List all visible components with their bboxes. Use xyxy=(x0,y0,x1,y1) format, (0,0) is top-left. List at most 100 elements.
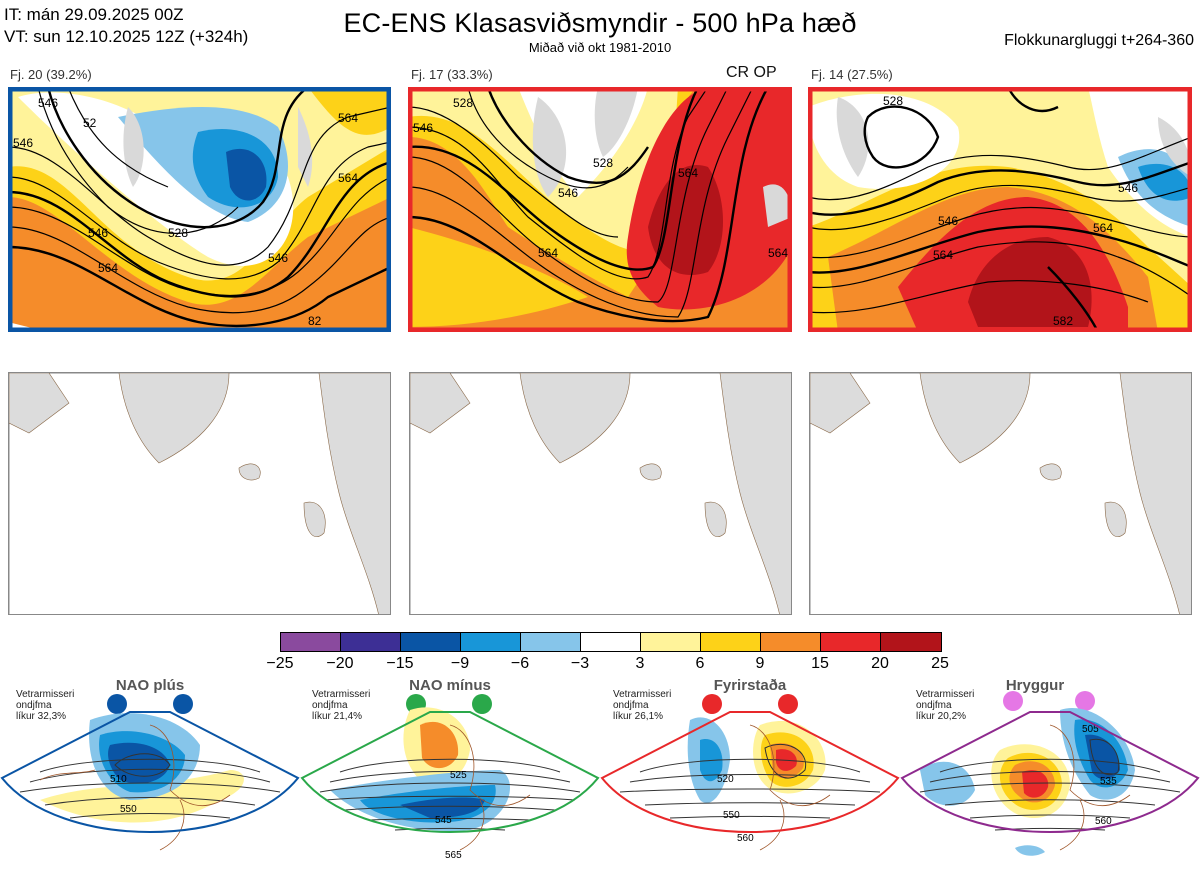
contour-label: 550 xyxy=(723,810,740,821)
regime-info-line: líkur 26,1% xyxy=(613,711,664,722)
regime-info-line: ondjfma xyxy=(613,700,649,711)
contour-label: 82 xyxy=(308,314,322,328)
regime-2-title: NAO mínus xyxy=(409,677,491,694)
contour-label: 546 xyxy=(13,136,33,150)
contour-label: 528 xyxy=(593,156,613,170)
page-subtitle: Miðað við okt 1981-2010 xyxy=(528,40,672,55)
regime-4-map: 505 535 560 xyxy=(900,708,1200,856)
contour-label: 528 xyxy=(453,96,473,110)
regime-2-dot-right xyxy=(472,694,492,714)
colorbar-cell xyxy=(820,632,881,652)
colorbar-tick: −25 xyxy=(266,655,294,672)
contour-label: 564 xyxy=(933,248,953,262)
regime-1-info: Vetrarmisseri ondjfma líkur 32,3% xyxy=(16,689,74,722)
colorbar-cell xyxy=(760,632,821,652)
contour-label: 564 xyxy=(338,171,358,185)
colorbar-cell xyxy=(400,632,461,652)
empty-map-1 xyxy=(8,372,391,615)
colorbar-tick: −15 xyxy=(386,655,414,672)
cluster-3-map: 528 546 546 564 564 582 xyxy=(808,87,1192,332)
empty-map-3 xyxy=(809,372,1192,615)
colorbar-cell xyxy=(280,632,341,652)
header-info: IT: mán 29.09.2025 00Z VT: sun 12.10.202… xyxy=(4,4,248,48)
vt-line: VT: sun 12.10.2025 12Z (+324h) xyxy=(4,27,249,46)
regime-info-line: líkur 21,4% xyxy=(312,711,363,722)
regime-3-title: Fyrirstaða xyxy=(713,677,787,694)
contour-label: 520 xyxy=(717,774,734,785)
page-title: EC-ENS Klasasviðsmyndir - 500 hPa hæð xyxy=(343,8,857,38)
contour-label: 545 xyxy=(435,815,452,826)
colorbar-cell xyxy=(880,632,942,652)
regime-info-line: ondjfma xyxy=(16,700,52,711)
colorbar-tick: 6 xyxy=(695,655,705,672)
contour-label: 546 xyxy=(413,121,433,135)
contour-label: 546 xyxy=(938,214,958,228)
empty-map-2 xyxy=(409,372,792,615)
regime-3-map: 520 550 560 xyxy=(600,711,900,851)
colorbar-tick: 3 xyxy=(635,655,645,672)
regime-1-dot-right xyxy=(173,694,193,714)
regime-info-line: ondjfma xyxy=(312,700,348,711)
regime-3-dot-right xyxy=(778,694,798,714)
regime-info-line: líkur 20,2% xyxy=(916,711,967,722)
colorbar-tick: −6 xyxy=(510,655,530,672)
cluster-1-map: 546 52 546 564 546 528 546 564 564 82 xyxy=(8,87,391,332)
colorbar-cell xyxy=(520,632,581,652)
contour-label: 565 xyxy=(445,850,462,861)
contour-label: 510 xyxy=(110,774,127,785)
classification-window: Flokkunargluggi t+264-360 xyxy=(1004,32,1194,49)
regime-4-dot-left xyxy=(1003,691,1023,711)
contour-label: 560 xyxy=(737,833,754,844)
contour-label: 528 xyxy=(883,94,903,108)
it-line: IT: mán 29.09.2025 00Z xyxy=(4,5,184,24)
contour-label: 546 xyxy=(38,96,58,110)
colorbar-cell xyxy=(580,632,641,652)
colorbar-tick: 15 xyxy=(811,655,829,672)
regime-info-line: Vetrarmisseri xyxy=(613,689,672,700)
regime-1-dot-left xyxy=(107,694,127,714)
colorbar-cell xyxy=(460,632,521,652)
regime-info-line: Vetrarmisseri xyxy=(16,689,75,700)
contour-label: 546 xyxy=(268,251,288,265)
colorbar-tick: 20 xyxy=(871,655,889,672)
regime-1-map: 510 550 xyxy=(0,711,300,851)
contour-label: 52 xyxy=(83,116,97,130)
colorbar-cell xyxy=(640,632,701,652)
regime-2-info: Vetrarmisseri ondjfma líkur 21,4% xyxy=(312,689,370,722)
contour-label: 564 xyxy=(1093,221,1113,235)
colorbar-cell xyxy=(700,632,761,652)
contour-label: 564 xyxy=(98,261,118,275)
regime-info-line: Vetrarmisseri xyxy=(916,689,975,700)
contour-label: 528 xyxy=(168,226,188,240)
contour-label: 505 xyxy=(1082,724,1099,735)
colorbar-tick: 25 xyxy=(931,655,949,672)
contour-label: 525 xyxy=(450,770,467,781)
contour-label: 546 xyxy=(88,226,108,240)
regime-4-dot-right xyxy=(1075,691,1095,711)
regime-1-title: NAO plús xyxy=(115,677,185,694)
cluster-2-tag: CR OP xyxy=(726,64,777,81)
contour-label: 546 xyxy=(1118,181,1138,195)
regime-info-line: ondjfma xyxy=(916,700,952,711)
colorbar-tick: −3 xyxy=(570,655,590,672)
contour-label: 582 xyxy=(1053,314,1073,328)
regime-3-dot-left xyxy=(702,694,722,714)
contour-label: 564 xyxy=(678,166,698,180)
contour-label: 550 xyxy=(120,804,137,815)
contour-label: 564 xyxy=(768,246,788,260)
contour-label: 535 xyxy=(1100,776,1117,787)
contour-label: 546 xyxy=(558,186,578,200)
regime-3-info: Vetrarmisseri ondjfma líkur 26,1% xyxy=(613,689,671,722)
regime-4-title: Hryggur xyxy=(1005,677,1065,694)
regime-info-line: Vetrarmisseri xyxy=(312,689,371,700)
colorbar-tick: −9 xyxy=(450,655,470,672)
contour-label: 564 xyxy=(538,246,558,260)
cluster-1-label: Fj. 20 (39.2%) xyxy=(10,67,92,82)
regime-info-line: líkur 32,3% xyxy=(16,711,67,722)
colorbar-cell xyxy=(340,632,401,652)
cluster-2-map: 528 546 528 546 564 564 564 xyxy=(408,87,792,332)
cluster-3-label: Fj. 14 (27.5%) xyxy=(811,67,893,82)
colorbar-tick: −20 xyxy=(326,655,354,672)
contour-label: 564 xyxy=(338,111,358,125)
cluster-2-label: Fj. 17 (33.3%) xyxy=(411,67,493,82)
